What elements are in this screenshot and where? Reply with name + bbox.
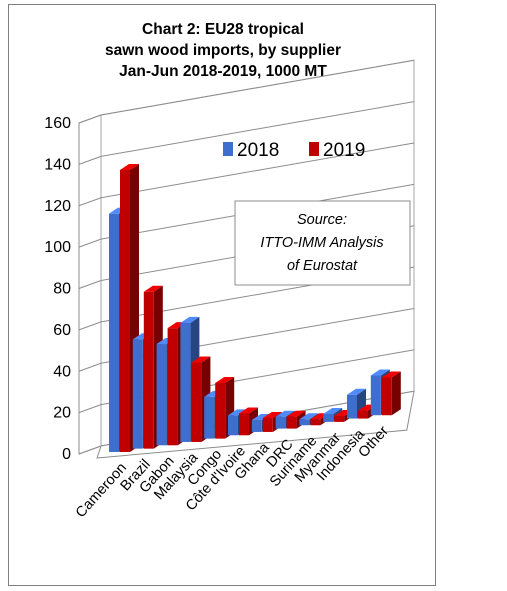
source-line-2: ITTO-IMM Analysis (260, 235, 383, 251)
bar-2018-0-front (109, 213, 119, 452)
chart-frame: Chart 2: EU28 tropical sawn wood imports… (8, 4, 436, 586)
bar-2019-7-top (286, 410, 306, 417)
gridline-side (78, 197, 102, 207)
bar-2019-3-front (191, 362, 202, 442)
bars (109, 163, 401, 452)
bar-2019-5-front (239, 413, 249, 436)
y-tick-label: 40 (53, 363, 71, 380)
gridline-side (78, 445, 102, 455)
y-tick-label: 120 (44, 198, 71, 215)
bar-2019-0-front (120, 169, 130, 452)
gridline-side (78, 114, 102, 124)
gridline-side (78, 280, 102, 289)
bar-2018-4-front (204, 396, 215, 439)
source-box (234, 200, 411, 286)
gridline-side (78, 404, 102, 414)
bar-2019-6-top (262, 412, 282, 419)
chart-title-line-3: Jan-Jun 2018-2019, 1000 MT (119, 63, 327, 80)
source-line-1: Source: (297, 212, 347, 228)
bar-2018-6-front (251, 420, 262, 432)
bar-2019-8-front (310, 419, 321, 426)
bar-2019-0-top (120, 163, 139, 170)
chart-title: Chart 2: EU28 tropical sawn wood imports… (9, 19, 437, 82)
bar-2018-8-front (299, 419, 310, 426)
gridline-side (78, 238, 102, 248)
bar-2019-2-front (167, 328, 178, 446)
gridline-side (78, 321, 102, 331)
bar-2018-11-top (370, 369, 390, 376)
legend-swatch-2018 (223, 142, 233, 156)
bar-2019-9-front (334, 415, 345, 422)
gridline (100, 142, 415, 199)
bar-2019-1-front (143, 291, 154, 449)
bar-2018-11-front (370, 375, 381, 416)
bar-2018-9-top (323, 407, 343, 414)
bar-2019-6-front (262, 418, 273, 432)
bar-2019-11 (381, 371, 401, 416)
bar-2019-10-front (358, 410, 368, 419)
bar-2019-3-top (191, 356, 211, 363)
bar-2018-10-top (347, 388, 366, 395)
bar-2019-1-top (143, 285, 163, 292)
y-tick-label: 100 (44, 239, 71, 256)
legend-label-2019: 2019 (323, 140, 365, 161)
bar-2019-4-front (215, 383, 226, 439)
y-tick-label: 140 (44, 156, 71, 173)
legend: 2018 2019 (223, 140, 365, 161)
chart-title-line-1: Chart 2: EU28 tropical (142, 21, 304, 38)
bar-2018-7-top (275, 410, 295, 417)
gridline (100, 101, 415, 157)
y-tick-label: 0 (62, 446, 71, 463)
bar-2018-7-front (275, 416, 286, 429)
bar-2018-5-top (228, 409, 247, 416)
bar-2019-11-front (381, 377, 392, 416)
bar-2018-5-front (228, 415, 238, 436)
bar-2018-8-top (299, 413, 319, 420)
y-tick-label: 80 (53, 281, 71, 298)
source-annotation: Source: ITTO-IMM Analysis of Eurostat (234, 200, 411, 286)
bar-2018-3-top (180, 316, 200, 323)
x-tick-label: Cameroon (73, 460, 130, 521)
legend-swatch-2019 (309, 142, 319, 156)
gridline-side (78, 362, 102, 372)
y-tick-label: 60 (53, 322, 71, 339)
bar-2019-11-side (391, 371, 401, 416)
bar-2019-11-top (381, 371, 401, 378)
bar-2018-1-front (132, 339, 143, 449)
chart-title-line-2: sawn wood imports, by supplier (105, 42, 341, 59)
bar-2018-2-front (156, 344, 167, 446)
chart-plot: 020406080100120140160CameroonBrazilGabon… (44, 59, 415, 521)
bar-2019-7-front (286, 416, 297, 429)
legend-label-2018: 2018 (237, 140, 279, 161)
bar-2018-10-front (347, 394, 357, 419)
source-line-3: of Eurostat (287, 258, 358, 274)
bar-2019-5-top (239, 407, 258, 414)
bar-2018-9-front (323, 413, 334, 422)
bar-2019-4-top (215, 377, 235, 384)
bar-2018-6-top (251, 414, 271, 421)
gridline-side (78, 155, 102, 165)
bar-2018-3-front (180, 322, 191, 442)
y-tick-label: 20 (53, 405, 71, 422)
gridline (100, 59, 415, 116)
y-tick-label: 160 (44, 115, 71, 132)
